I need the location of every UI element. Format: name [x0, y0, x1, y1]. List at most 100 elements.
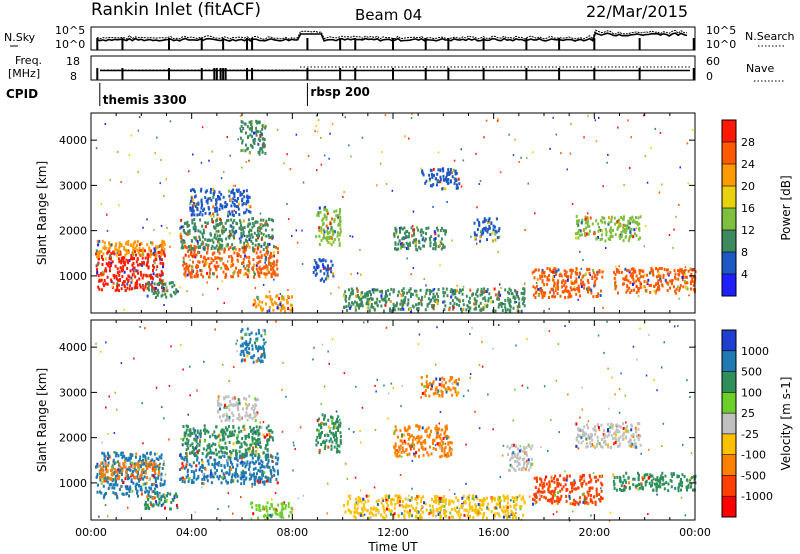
rti-cell [248, 230, 250, 234]
rti-cell [370, 303, 373, 306]
rti-cell [316, 130, 319, 133]
rti-cell [638, 269, 641, 272]
rti-cell [563, 289, 566, 293]
rti-cell [215, 244, 218, 248]
rti-cell [674, 272, 677, 276]
rti-cell [257, 477, 260, 481]
rti-cell [329, 222, 332, 226]
rti-cell [473, 508, 476, 512]
rti-cell [270, 514, 273, 518]
rti-cell [349, 497, 352, 501]
rti-cell [170, 501, 173, 504]
rti-cell [217, 223, 220, 227]
rti-cell [496, 236, 499, 240]
rti-cell [486, 238, 488, 242]
rti-cell [226, 136, 228, 138]
rti-cell [487, 297, 490, 301]
rti-cell [249, 133, 252, 137]
rti-cell [215, 237, 218, 241]
rti-cell [265, 295, 268, 299]
rti-cell [190, 239, 193, 242]
rti-cell [258, 256, 261, 260]
rti-cell [260, 477, 263, 481]
rti-cell [557, 268, 560, 272]
rti-cell [439, 446, 442, 450]
rti-cell [369, 506, 372, 510]
rti-cell [248, 255, 251, 259]
rti-cell [597, 229, 600, 233]
rti-cell [96, 239, 99, 243]
rti-cell [105, 262, 108, 266]
rti-cell [555, 133, 558, 136]
rti-cell [666, 289, 669, 292]
rti-cell [185, 232, 188, 236]
rti-cell [159, 182, 161, 185]
rti-cell [238, 219, 241, 223]
rti-cell [102, 246, 105, 250]
rti-cell [637, 289, 640, 293]
rti-cell [230, 218, 233, 222]
rti-cell [450, 180, 452, 184]
rti-cell [314, 130, 316, 133]
rti-cell [432, 510, 435, 514]
rti-cell [482, 306, 485, 310]
rti-cell [140, 476, 143, 480]
rti-cell [657, 268, 660, 272]
rti-cell [186, 232, 189, 236]
rti-cell [95, 264, 98, 268]
rti-cell [551, 295, 554, 299]
rti-cell [436, 302, 439, 306]
rti-cell [351, 301, 354, 305]
rti-cell [371, 297, 374, 301]
rti-cell [196, 444, 198, 448]
rti-cell [381, 151, 383, 154]
rti-cell [659, 274, 662, 278]
rti-cell [632, 218, 635, 222]
rti-cell [162, 279, 165, 282]
rti-cell [233, 236, 235, 240]
rti-cell [275, 477, 278, 481]
rti-cell [248, 270, 251, 274]
rti-cell [196, 241, 199, 245]
rti-cell [506, 290, 509, 294]
rti-cell [159, 243, 162, 247]
rti-cell [279, 293, 282, 295]
rti-cell [560, 274, 563, 278]
rti-cell [237, 398, 240, 402]
rti-cell [151, 504, 154, 508]
rti-cell [236, 434, 239, 437]
rti-cell [475, 233, 478, 237]
rti-cell [244, 248, 247, 252]
rti-cell [253, 131, 255, 135]
rti-cell [190, 470, 193, 473]
rti-cell [462, 307, 465, 311]
rti-cell [591, 275, 594, 279]
rti-cell [186, 290, 188, 293]
rti-cell [588, 229, 591, 233]
rti-cell [263, 272, 266, 276]
rti-cell [160, 224, 163, 227]
rti-cell [359, 298, 362, 302]
rti-cell [258, 432, 261, 436]
rti-cell [199, 218, 202, 222]
rti-cell [241, 139, 244, 143]
rti-cell [408, 307, 411, 311]
rti-cell [255, 475, 257, 479]
rti-cell [240, 359, 243, 363]
rti-cell [149, 501, 152, 505]
rti-cell [134, 455, 137, 459]
rti-cell [653, 289, 656, 293]
rti-cell [104, 123, 107, 125]
rti-cell [409, 243, 412, 247]
rti-cell [137, 473, 140, 477]
rti-cell [239, 475, 242, 479]
rti-cell [254, 243, 257, 247]
rti-cell [168, 281, 171, 285]
rti-cell [101, 273, 104, 277]
rti-cell [348, 288, 350, 292]
rti-cell [176, 495, 179, 499]
rti-cell [458, 516, 461, 520]
rti-cell [403, 514, 406, 518]
rti-cell [245, 434, 248, 438]
rti-cell [359, 513, 362, 517]
